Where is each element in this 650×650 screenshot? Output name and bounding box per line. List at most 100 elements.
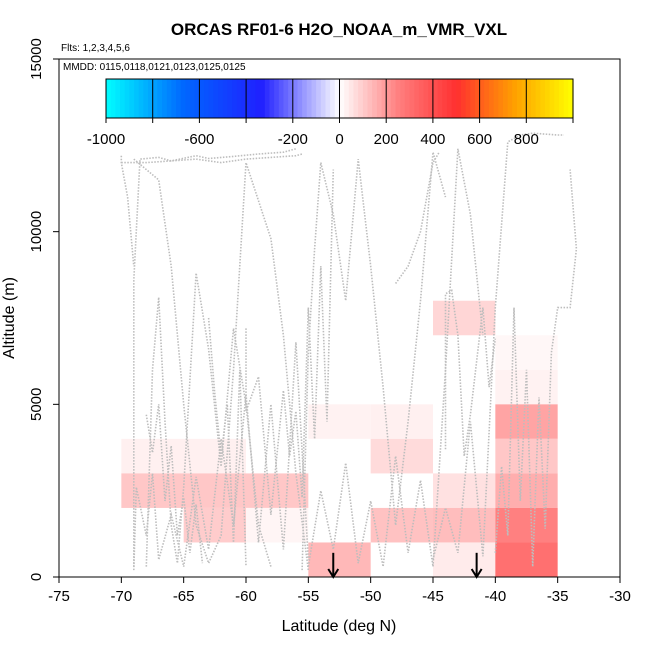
colorbar-swatch (446, 79, 453, 118)
colorbar-swatch (190, 79, 196, 118)
colorbar-swatch (311, 79, 317, 118)
flights-note: Flts: 1,2,3,4,5,6 (61, 43, 130, 54)
flight-track (444, 289, 497, 457)
colorbar-swatch (568, 79, 574, 118)
y-axis: 0 5000 10000 15000 (28, 38, 59, 581)
colorbar-swatch (488, 79, 495, 118)
colorbar-swatch (339, 79, 345, 118)
colorbar-swatch (148, 79, 154, 118)
colorbar-swatch (106, 79, 112, 118)
colorbar-swatch (120, 79, 126, 118)
heatmap-cell (495, 404, 558, 439)
colorbar-swatch (493, 79, 499, 118)
colorbar-swatch (292, 79, 299, 118)
colorbar-swatch (134, 79, 140, 118)
colorbar-swatch (344, 79, 350, 118)
colorbar-swatch (442, 79, 448, 118)
colorbar-swatch (162, 79, 168, 118)
colorbar-swatch (526, 79, 532, 118)
flight-track (301, 151, 447, 571)
colorbar-swatch (166, 79, 172, 118)
x-tick-label: -35 (547, 588, 569, 605)
colorbar-swatch (423, 79, 429, 118)
colorbar-swatch (535, 79, 541, 118)
colorbar-swatch (260, 79, 266, 118)
flight-track (133, 342, 310, 571)
colorbar-swatch (110, 79, 116, 118)
heatmap-cell (433, 507, 496, 543)
colorbar-tick-label: -1000 (87, 131, 125, 148)
colorbar-swatch (199, 79, 205, 118)
flight-track (432, 132, 564, 560)
x-tick-label: -55 (297, 588, 319, 605)
colorbar-swatch (302, 79, 308, 118)
heatmap-cell (308, 404, 371, 439)
colorbar-tick-label: 600 (467, 131, 492, 148)
y-tick-label: 10000 (28, 211, 45, 253)
colorbar-swatch (428, 79, 434, 118)
x-tick-label: -40 (484, 588, 506, 605)
colorbar-swatch (372, 79, 378, 118)
flight-track (120, 155, 135, 267)
heatmap-cell (183, 507, 246, 543)
colorbar-swatch (516, 79, 523, 118)
x-axis: -75 -70 -65 -60 -55 -50 -45 -40 -35 -30 (48, 577, 631, 605)
flight-track (145, 404, 204, 564)
colorbar-swatch (563, 79, 569, 118)
colorbar-swatch (451, 79, 457, 118)
colorbar-swatch (432, 79, 439, 118)
colorbar-swatch (334, 79, 341, 118)
colorbar-swatch (470, 79, 476, 118)
x-tick-label: -45 (422, 588, 444, 605)
colorbar-swatch (246, 79, 252, 118)
colorbar-swatch (213, 79, 219, 118)
colorbar-swatch (521, 79, 527, 118)
y-axis-label: Altitude (m) (1, 277, 18, 359)
colorbar-swatch (325, 79, 331, 118)
colorbar-swatch (274, 79, 280, 118)
colorbar-tick-label: 800 (514, 131, 539, 148)
colorbar-swatch (157, 79, 163, 118)
colorbar-tick-label: 0 (335, 131, 343, 148)
heatmap-cell (495, 473, 558, 508)
colorbar-swatch (306, 79, 313, 118)
colorbar-swatch (288, 79, 294, 118)
colorbar-swatch (278, 79, 285, 118)
flight-track (133, 148, 297, 567)
x-tick-label: -70 (110, 588, 132, 605)
colorbar-swatch (390, 79, 397, 118)
colorbar-swatch (180, 79, 186, 118)
plot-frame (58, 58, 621, 578)
colorbar-swatch (320, 79, 327, 118)
flight-track (394, 151, 440, 284)
colorbar-swatch (227, 79, 233, 118)
colorbar-swatch (236, 79, 243, 118)
colorbar-swatch (124, 79, 130, 118)
colorbar-swatch (194, 79, 200, 118)
colorbar-swatch (530, 79, 537, 118)
heatmap-cell (308, 542, 371, 577)
heatmap-cell (370, 507, 433, 543)
flight-track (207, 317, 247, 567)
flight-track (145, 272, 272, 567)
colorbar-tick-label: 400 (420, 131, 445, 148)
colorbar-swatch (218, 79, 224, 118)
colorbar-swatch (222, 79, 229, 118)
colorbar-swatch (418, 79, 425, 118)
x-tick-label: -50 (360, 588, 382, 605)
x-tick-label: -30 (609, 588, 631, 605)
x-axis-label: Latitude (deg N) (282, 618, 397, 635)
colorbar-swatch (484, 79, 490, 118)
colorbar-swatch (353, 79, 359, 118)
colorbar-swatch (479, 79, 485, 118)
colorbar-swatch (395, 79, 401, 118)
y-tick-label: 15000 (28, 38, 45, 80)
flight-track (121, 153, 303, 164)
colorbar-swatch (549, 79, 555, 118)
colorbar-swatch (176, 79, 182, 118)
colorbar-swatch (376, 79, 383, 118)
colorbar-swatch (367, 79, 373, 118)
colorbar-swatch (400, 79, 406, 118)
colorbar-swatch (386, 79, 392, 118)
colorbar-tick-label: -600 (184, 131, 214, 148)
